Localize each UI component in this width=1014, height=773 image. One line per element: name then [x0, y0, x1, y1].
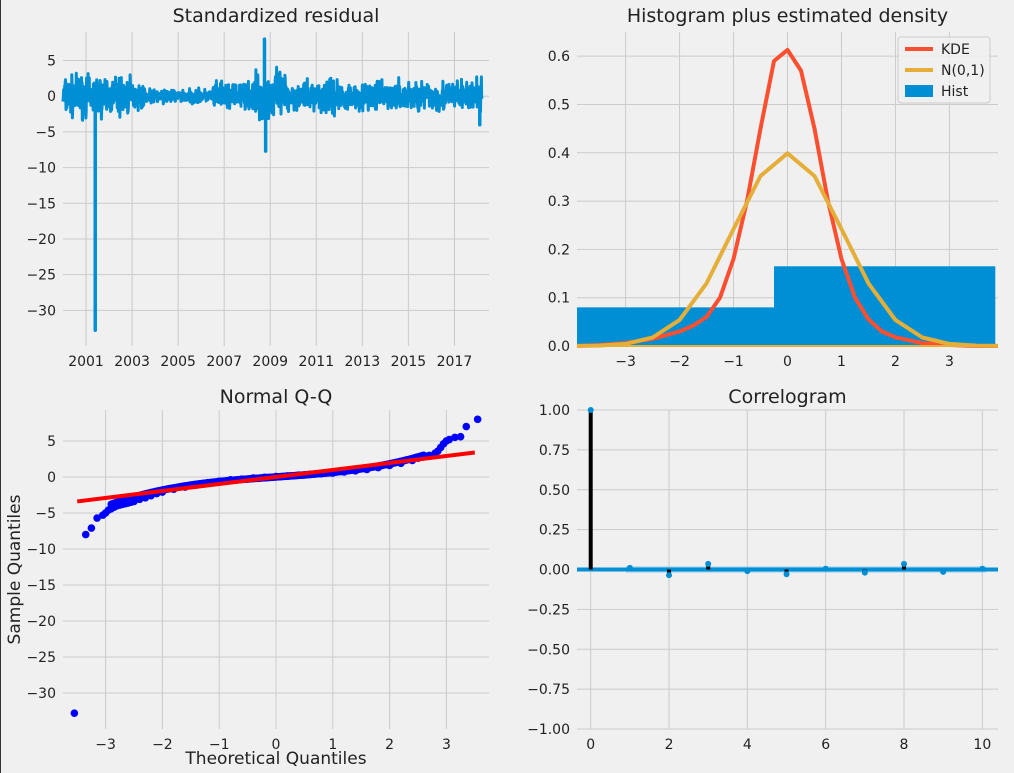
acf-ytick-label: 0.00	[539, 563, 570, 579]
kde-line	[576, 47, 998, 348]
hist-xtick-label: −3	[615, 354, 636, 370]
acf-marker	[744, 568, 751, 575]
hist-xtick-label: −1	[723, 354, 744, 370]
resid-ytick-label: 0	[47, 89, 56, 105]
legend-swatch	[905, 85, 933, 97]
acf-marker	[861, 569, 868, 576]
qq-xtick-label: 0	[272, 737, 281, 753]
resid-xtick-label: 2015	[391, 354, 427, 370]
hist-ytick-label: 0.5	[548, 97, 570, 113]
acf-title: Correlogram	[728, 386, 846, 408]
hist-ytick-label: 0.0	[548, 339, 570, 355]
resid-ytick-label: −15	[26, 196, 56, 212]
qq-ytick-label: −15	[26, 578, 56, 594]
resid-xtick-label: 2011	[298, 354, 334, 370]
acf-ytick-label: −0.75	[527, 682, 570, 698]
qq-point	[462, 422, 471, 431]
resid-xtick-label: 2001	[68, 354, 104, 370]
qq-xtick-label: 1	[328, 737, 337, 753]
acf-ytick-label: 1.00	[539, 403, 570, 419]
qq-point	[81, 530, 90, 539]
acf-ytick-label: 0.25	[539, 523, 570, 539]
hist-title: Histogram plus estimated density	[627, 5, 948, 27]
acf-ytick-label: −0.50	[527, 642, 570, 658]
qq-point	[135, 495, 144, 504]
acf-marker	[705, 560, 712, 567]
resid-ytick-label: −10	[26, 161, 56, 177]
resid-ytick-label: −25	[26, 268, 56, 284]
acf-marker	[626, 564, 633, 571]
acf-xtick-label: 6	[821, 737, 830, 753]
hist-xtick-label: 0	[783, 354, 792, 370]
qq-point	[93, 514, 101, 522]
acf-marker	[940, 568, 947, 575]
window-edge	[0, 0, 1, 773]
resid-xtick-label: 2005	[160, 354, 196, 370]
qq-ytick-label: 5	[47, 434, 56, 450]
hist-xtick-label: 3	[945, 354, 954, 370]
qq-title: Normal Q-Q	[220, 386, 333, 408]
qq-point	[87, 524, 96, 532]
hist-ytick-label: 0.2	[548, 242, 570, 258]
qq-ytick-label: 0	[47, 470, 56, 486]
qq-ylabel: Sample Quantiles	[5, 494, 25, 644]
acf-xtick-label: 2	[665, 737, 674, 753]
resid-ytick-label: −20	[26, 232, 56, 248]
qq-xtick-label: −2	[152, 737, 173, 753]
qq-ytick-label: −5	[35, 506, 56, 522]
legend-label: Hist	[941, 84, 969, 100]
hist-xtick-label: 1	[837, 354, 846, 370]
qq-point	[456, 432, 465, 441]
hist-xtick-label: 2	[891, 354, 900, 370]
hist-ytick-label: 0.3	[548, 194, 570, 210]
resid-xtick-label: 2007	[206, 354, 242, 370]
qq-xtick-label: −3	[95, 737, 116, 753]
acf-ytick-label: −1.00	[527, 722, 570, 738]
qq-point	[473, 415, 482, 424]
acf-xtick-label: 0	[586, 737, 595, 753]
acf-marker	[979, 565, 986, 572]
legend-label: KDE	[941, 42, 970, 58]
hist-ytick-label: 0.6	[548, 49, 570, 65]
acf-marker	[822, 565, 829, 572]
resid-ytick-label: −5	[35, 125, 56, 141]
acf-ytick-label: 0.75	[539, 443, 570, 459]
qq-xlabel: Theoretical Quantiles	[184, 749, 366, 769]
qq-xtick-label: 3	[442, 737, 451, 753]
qq-xtick-label: 2	[385, 737, 394, 753]
qq-xtick-label: −1	[209, 737, 230, 753]
resid-title: Standardized residual	[173, 5, 380, 27]
acf-marker	[901, 560, 908, 567]
qq-reference-line	[76, 450, 476, 504]
acf-xtick-label: 10	[973, 737, 991, 753]
hist-ytick-label: 0.1	[548, 291, 570, 307]
acf-ytick-label: −0.25	[527, 602, 570, 618]
resid-ytick-label: 5	[47, 54, 56, 70]
acf-marker	[666, 572, 673, 579]
resid-xtick-label: 2013	[345, 354, 381, 370]
normal-density-line	[576, 151, 999, 348]
acf-xtick-label: 8	[900, 737, 909, 753]
qq-point	[70, 709, 79, 717]
legend-label: N(0,1)	[941, 63, 985, 79]
hist-ytick-label: 0.4	[548, 146, 570, 162]
qq-ytick-label: −20	[26, 614, 56, 630]
resid-xtick-label: 2009	[252, 354, 288, 370]
hist-bar	[577, 307, 775, 346]
resid-xtick-label: 2003	[114, 354, 150, 370]
qq-ytick-label: −30	[26, 686, 56, 702]
acf-xtick-label: 4	[743, 737, 752, 753]
resid-xtick-label: 2017	[437, 354, 473, 370]
qq-ytick-label: −25	[26, 650, 56, 666]
hist-xtick-label: −2	[669, 354, 690, 370]
acf-ytick-label: 0.50	[539, 483, 570, 499]
resid-series-line	[61, 65, 484, 122]
resid-ytick-label: −30	[26, 303, 56, 319]
acf-marker	[587, 407, 594, 413]
qq-point	[451, 433, 459, 442]
acf-marker	[783, 571, 790, 578]
qq-ytick-label: −10	[26, 542, 56, 558]
